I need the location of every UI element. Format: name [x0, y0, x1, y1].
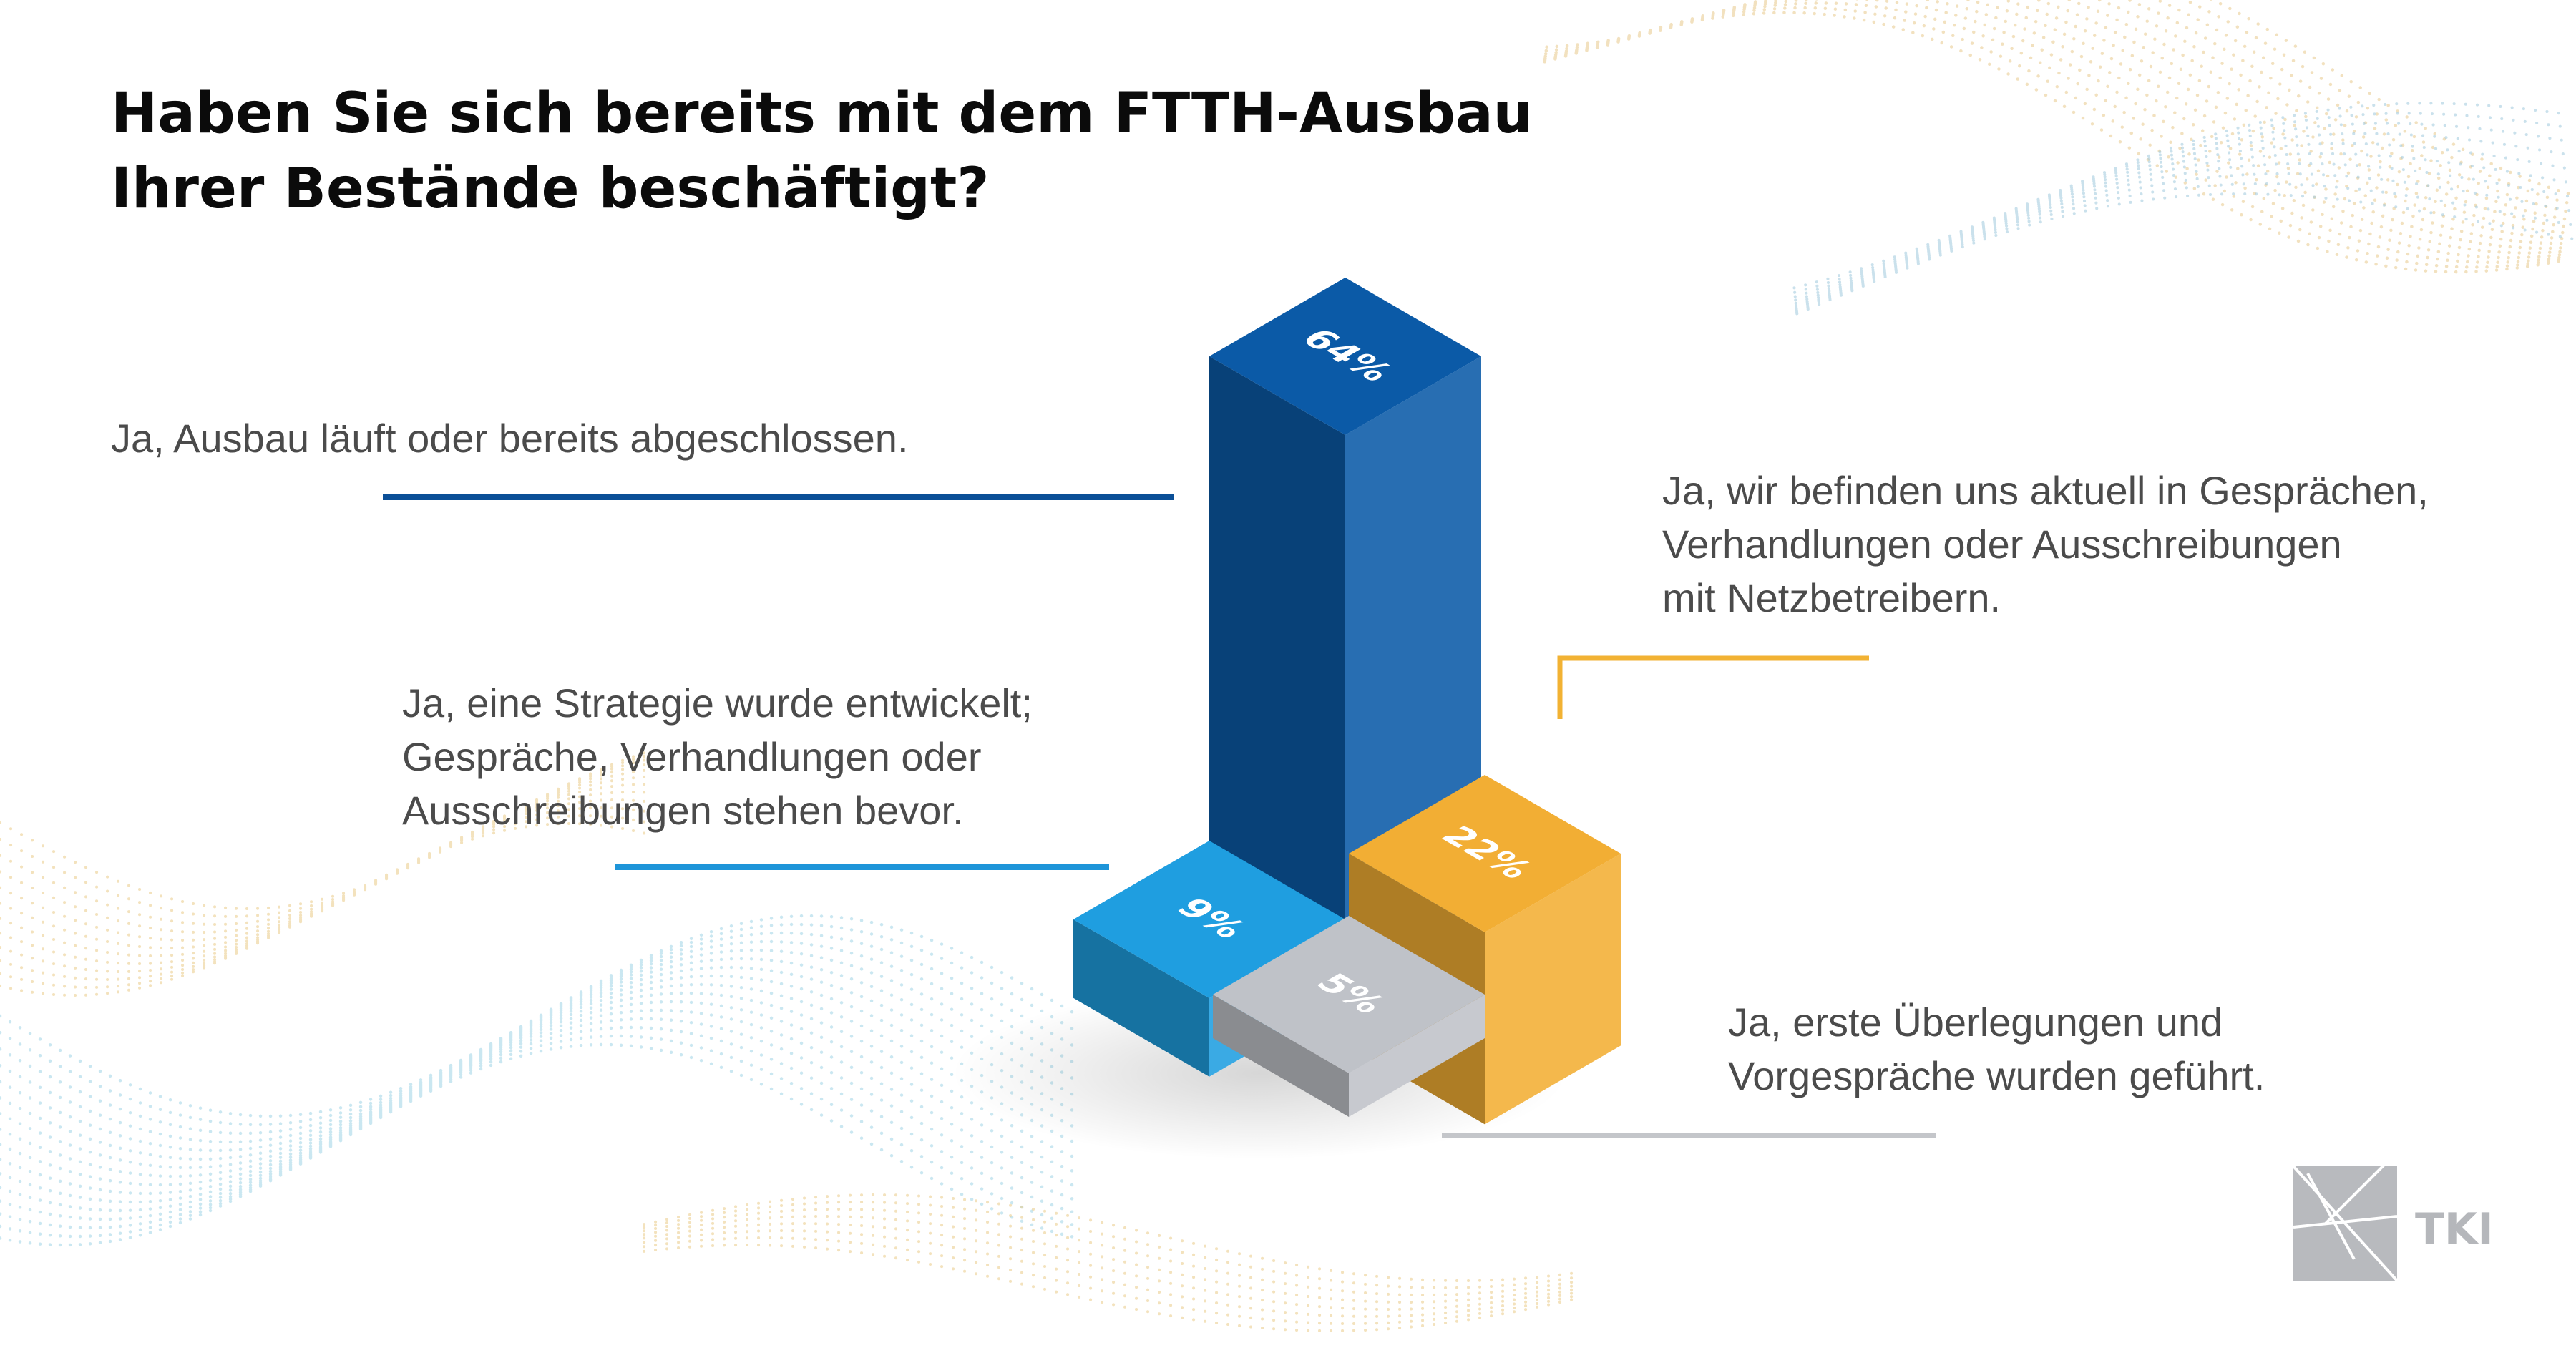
dot-wave [1543, 0, 2570, 274]
bar-face-top [1349, 775, 1621, 932]
bar-face-top [1209, 278, 1481, 435]
label-ueberlegungen: Ja, erste Überlegungen und Vorgespräche … [1728, 1000, 2265, 1098]
chart-title-line-1: Haben Sie sich bereits mit dem FTTH-Ausb… [111, 82, 1533, 146]
dot-wave [0, 751, 646, 997]
tki-logo: TKI [2292, 1140, 2494, 1282]
bar-face-left [1209, 356, 1345, 994]
logo-text: TKI [2415, 1204, 2494, 1254]
logo-mark-lines [2292, 1140, 2409, 1282]
dot-wave [0, 914, 1074, 1247]
bars: 64%22%9%5% [1073, 278, 1621, 1125]
label-gespraeche: Ja, wir befinden uns aktuell in Gespräch… [1662, 468, 2439, 620]
leader-line-gespraeche [1557, 655, 1869, 719]
bar-5: 5% [1213, 916, 1485, 1117]
bar-face-left [1073, 919, 1209, 1077]
bar-face-right [1349, 995, 1485, 1117]
bar-face-left [1213, 995, 1349, 1117]
dot-wave [643, 1193, 1574, 1332]
chart-title-line-2: Ihrer Bestände beschäftigt? [111, 157, 990, 221]
dot-wave [1792, 102, 2574, 316]
label-strategie: Ja, eine Strategie wurde entwickelt; Ges… [402, 680, 1043, 833]
bar-face-top [1213, 916, 1485, 1073]
bar-face-right [1485, 854, 1621, 1125]
label-ausbau: Ja, Ausbau läuft oder bereits abgeschlos… [111, 416, 909, 461]
